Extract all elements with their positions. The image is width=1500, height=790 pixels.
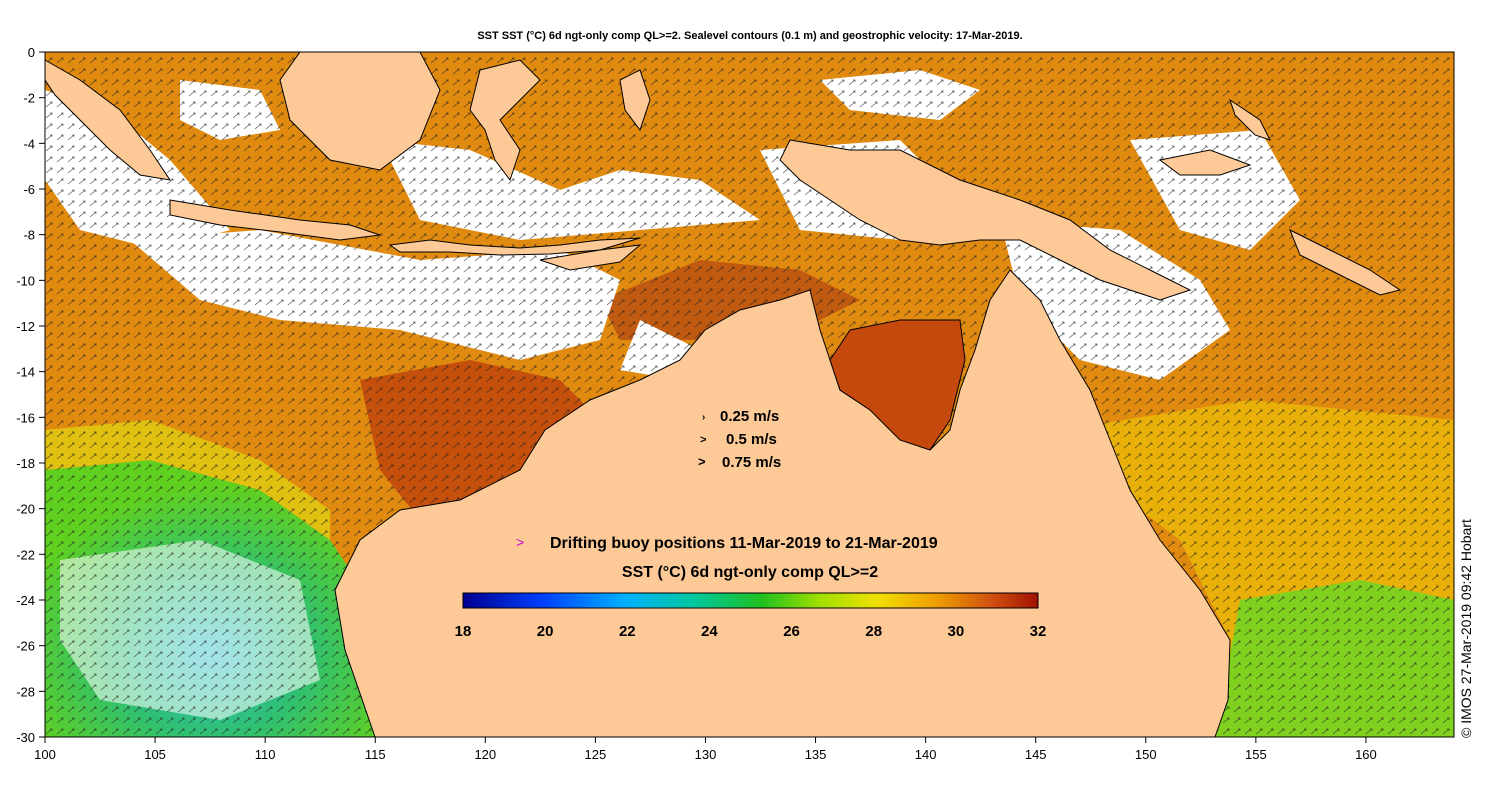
y-tick-label: -28 xyxy=(16,684,35,699)
y-tick-label: -22 xyxy=(16,547,35,562)
buoy-marker-icon: > xyxy=(516,534,524,550)
credit-text: © IMOS 27-Mar-2019 09:42 Hobart xyxy=(1458,519,1474,738)
moluccas-landmass xyxy=(619,69,651,132)
y-tick-label: 0 xyxy=(28,45,35,60)
x-tick-label: 145 xyxy=(1025,747,1047,762)
x-tick-label: 150 xyxy=(1135,747,1157,762)
timor-landmass xyxy=(539,244,642,271)
velocity-legend-label-3: 0.75 m/s xyxy=(722,454,781,471)
velocity-legend: › 0.25 m/s > 0.5 m/s > 0.75 m/s xyxy=(698,408,781,471)
sumatra-landmass xyxy=(44,59,172,181)
colorbar-tick-label: 18 xyxy=(455,623,472,640)
colorbar-gradient xyxy=(462,592,1039,609)
y-tick-label: -2 xyxy=(23,91,35,106)
y-tick-label: -4 xyxy=(23,136,35,151)
x-tick-label: 140 xyxy=(915,747,937,762)
sulawesi-landmass xyxy=(469,59,541,182)
x-tick-label: 105 xyxy=(144,747,166,762)
lesser-sundas xyxy=(388,237,641,256)
buoy-legend: > Drifting buoy positions 11-Mar-2019 to… xyxy=(516,534,938,552)
colorbar-tick-label: 24 xyxy=(701,623,718,640)
land xyxy=(44,51,1402,738)
new-britain xyxy=(1158,149,1252,176)
x-tick-label: 115 xyxy=(365,747,386,762)
velocity-legend-label-1: 0.25 m/s xyxy=(720,408,779,425)
y-tick-label: -12 xyxy=(16,319,35,334)
x-tick-label: 160 xyxy=(1355,747,1377,762)
colorbar-title: SST (°C) 6d ngt-only comp QL>=2 xyxy=(622,564,878,581)
velocity-legend-arrow-2: > xyxy=(700,434,706,446)
colorbar-tick-label: 30 xyxy=(948,623,965,640)
velocity-legend-label-2: 0.5 m/s xyxy=(726,431,777,448)
x-tick-label: 100 xyxy=(34,747,56,762)
y-tick-label: -26 xyxy=(16,639,35,654)
y-axis: 0 -2 -4 -6 -8 -10 -12 -14 -16 -18 -20 -22 -24 -26 -28 -… xyxy=(16,45,45,745)
colorbar-tick-label: 32 xyxy=(1030,623,1047,640)
colorbar: SST (°C) 6d ngt-only comp QL>=2 18 20 22 24… xyxy=(455,564,1047,640)
velocity-legend-arrow-1: › xyxy=(702,412,705,423)
x-tick-label: 135 xyxy=(805,747,827,762)
x-tick-label: 130 xyxy=(695,747,717,762)
y-tick-label: -10 xyxy=(16,273,35,288)
y-tick-label: -30 xyxy=(16,730,35,745)
map-border xyxy=(44,51,1455,738)
y-tick-label: -14 xyxy=(16,365,35,380)
colorbar-tick-label: 26 xyxy=(783,623,800,640)
borneo-landmass xyxy=(279,51,441,171)
x-tick-label: 110 xyxy=(255,747,276,762)
colorbar-tick-label: 20 xyxy=(537,623,554,640)
buoy-legend-label: Drifting buoy positions 11-Mar-2019 to 2… xyxy=(550,535,938,552)
y-tick-label: -8 xyxy=(23,228,35,243)
colorbar-ticks: 18 20 22 24 26 28 30 32 xyxy=(455,623,1047,640)
velocity-legend-arrow-3: > xyxy=(698,454,706,469)
x-tick-label: 120 xyxy=(474,747,496,762)
y-tick-label: -24 xyxy=(16,593,35,608)
x-axis: 100 105 110 115 120 125 130 135 140 145 150 155 160 xyxy=(34,737,1377,762)
y-tick-label: -20 xyxy=(16,502,35,517)
colorbar-tick-label: 28 xyxy=(865,623,882,640)
gulf-of-carpentaria xyxy=(829,319,966,451)
y-tick-label: -18 xyxy=(16,456,35,471)
colorbar-tick-label: 22 xyxy=(619,623,636,640)
java-landmass xyxy=(169,199,381,241)
map-title: SST SST (°C) 6d ngt-only comp QL>=2. Sea… xyxy=(477,30,1023,42)
x-tick-label: 125 xyxy=(585,747,607,762)
new-ireland xyxy=(1229,98,1271,141)
x-tick-label: 155 xyxy=(1245,747,1267,762)
y-tick-label: -6 xyxy=(23,182,35,197)
y-tick-label: -16 xyxy=(16,410,35,425)
new-guinea-landmass xyxy=(779,139,1192,301)
map-frame xyxy=(44,51,1455,738)
solomon-islands xyxy=(1289,228,1402,296)
